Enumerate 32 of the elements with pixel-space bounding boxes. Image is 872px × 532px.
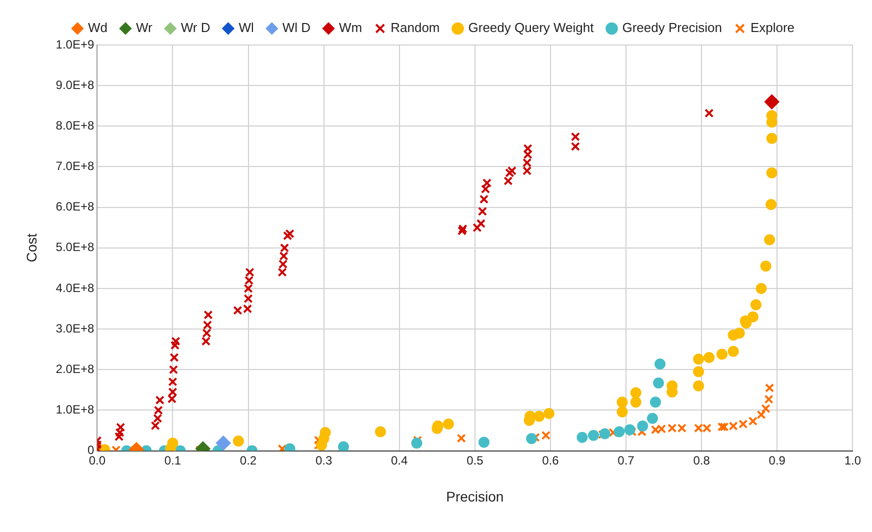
y-tick-label: 6.0E+8 xyxy=(56,200,94,214)
x-tick-label: 1.0 xyxy=(844,453,862,468)
legend-label: Explore xyxy=(750,20,795,36)
x-axis-title: Precision xyxy=(446,488,504,504)
y-tick-label: 8.0E+8 xyxy=(56,118,94,132)
x-tick-label: 0.7 xyxy=(618,453,635,468)
legend-label: Wr D xyxy=(180,20,210,36)
x-tick-label: 0.1 xyxy=(164,453,182,468)
x-tick-label: 0.9 xyxy=(768,453,786,468)
legend-label: Wm xyxy=(339,20,362,36)
y-tick-label: 7.0E+8 xyxy=(56,159,94,174)
legend-label: Greedy Query Weight xyxy=(468,20,594,36)
x-tick-label: 0.8 xyxy=(693,453,710,468)
x-tick-label: 0.2 xyxy=(240,453,257,468)
x-tick-label: 0.3 xyxy=(315,453,332,468)
y-tick-label: 2.0E+8 xyxy=(56,362,94,376)
x-tick-label: 0.4 xyxy=(391,453,408,468)
legend-label: Wl D xyxy=(282,20,311,36)
y-tick-label: 5.0E+8 xyxy=(56,240,94,254)
legend-label: Greedy Precision xyxy=(622,20,722,36)
legend-label: Random xyxy=(390,20,440,36)
y-axis-title: Cost xyxy=(23,233,40,262)
legend-label: Wl xyxy=(238,20,254,36)
y-tick-label: 3.0E+8 xyxy=(56,321,94,336)
x-tick-label: 0.5 xyxy=(466,453,484,468)
y-tick-label: 4.0E+8 xyxy=(56,280,94,295)
y-tick-label: 1.0E+8 xyxy=(56,402,94,417)
legend-label: Wr xyxy=(136,20,154,36)
x-tick-label: 0.6 xyxy=(542,453,560,468)
y-tick-label: 1.0E+9 xyxy=(56,37,94,52)
y-tick-label: 9.0E+8 xyxy=(56,78,94,92)
legend-label: Wd xyxy=(88,20,108,36)
